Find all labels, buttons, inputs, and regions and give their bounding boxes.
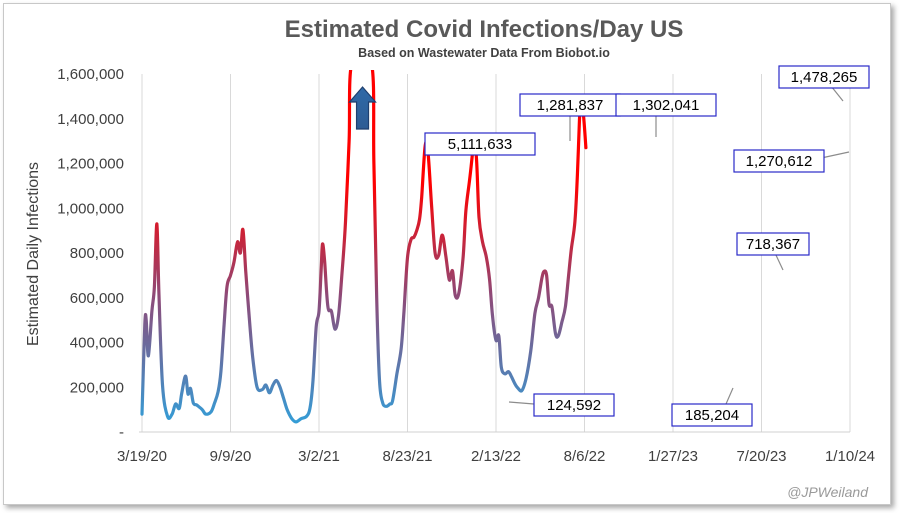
x-tick-label: 2/13/22 [471, 448, 521, 465]
infections-line [140, 70, 588, 424]
callout-leader [725, 387, 734, 405]
callout-label: 1,281,837 [537, 97, 604, 114]
y-tick-label: 1,000,000 [57, 200, 124, 217]
y-tick-label: 400,000 [70, 335, 124, 352]
plot-area [140, 70, 588, 424]
x-tick-label: 3/19/20 [117, 448, 167, 465]
y-tick-label: 1,200,000 [57, 156, 124, 173]
y-tick-label: 1,400,000 [57, 111, 124, 128]
chart-title: Estimated Covid Infections/Day US [285, 16, 684, 43]
x-tick-label: 7/20/23 [736, 448, 786, 465]
chart-subtitle: Based on Wastewater Data From Biobot.io [358, 46, 610, 60]
callout-label: 5,111,633 [448, 136, 513, 153]
callout-box [671, 403, 753, 427]
callout-box [778, 65, 870, 89]
callout-box [733, 149, 825, 173]
x-tick-label: 1/27/23 [648, 448, 698, 465]
x-axis-ticks: 3/19/20 9/9/20 3/2/21 8/23/21 2/13/22 8/6/22 1… [117, 448, 875, 465]
credit-text: @JPWeiland [787, 484, 869, 500]
callout-label: 124,592 [547, 397, 601, 414]
y-axis-ticks: - 200,000 400,000 600,000 800,000 1,000,000 1,… [57, 66, 124, 441]
y-tick-label: 800,000 [70, 245, 124, 262]
callout-label: 1,270,612 [746, 153, 813, 170]
y-tick-label: 1,600,000 [57, 66, 124, 83]
callout-leader [508, 401, 535, 405]
x-tick-label: 8/23/21 [382, 448, 432, 465]
callout-label: 1,478,265 [791, 69, 858, 86]
x-tick-label: 3/2/21 [298, 448, 340, 465]
callout-leader [774, 252, 784, 271]
up-arrow-icon [348, 86, 377, 130]
callout-label: 718,367 [746, 236, 800, 253]
callout-label: 1,302,041 [633, 97, 700, 114]
chart-frame: Estimated Covid Infections/Day US Based … [3, 3, 891, 505]
callout-box [615, 93, 717, 117]
callout-box [736, 232, 810, 256]
callouts: 5,111,633 1,281,837 1,302,041 124,592 185,20… [348, 65, 870, 427]
x-tick-label: 1/10/24 [825, 448, 875, 465]
y-tick-label: - [119, 424, 124, 441]
callout-label: 185,204 [685, 407, 739, 424]
y-axis-label: Estimated Daily Infections [25, 162, 42, 346]
x-tick-label: 8/6/22 [564, 448, 606, 465]
chart-svg: Estimated Covid Infections/Day US Based … [25, 16, 875, 500]
y-tick-label: 200,000 [70, 379, 124, 396]
y-tick-label: 600,000 [70, 290, 124, 307]
callout-box [424, 132, 536, 156]
callout-box [533, 393, 615, 417]
x-tick-label: 9/9/20 [210, 448, 252, 465]
